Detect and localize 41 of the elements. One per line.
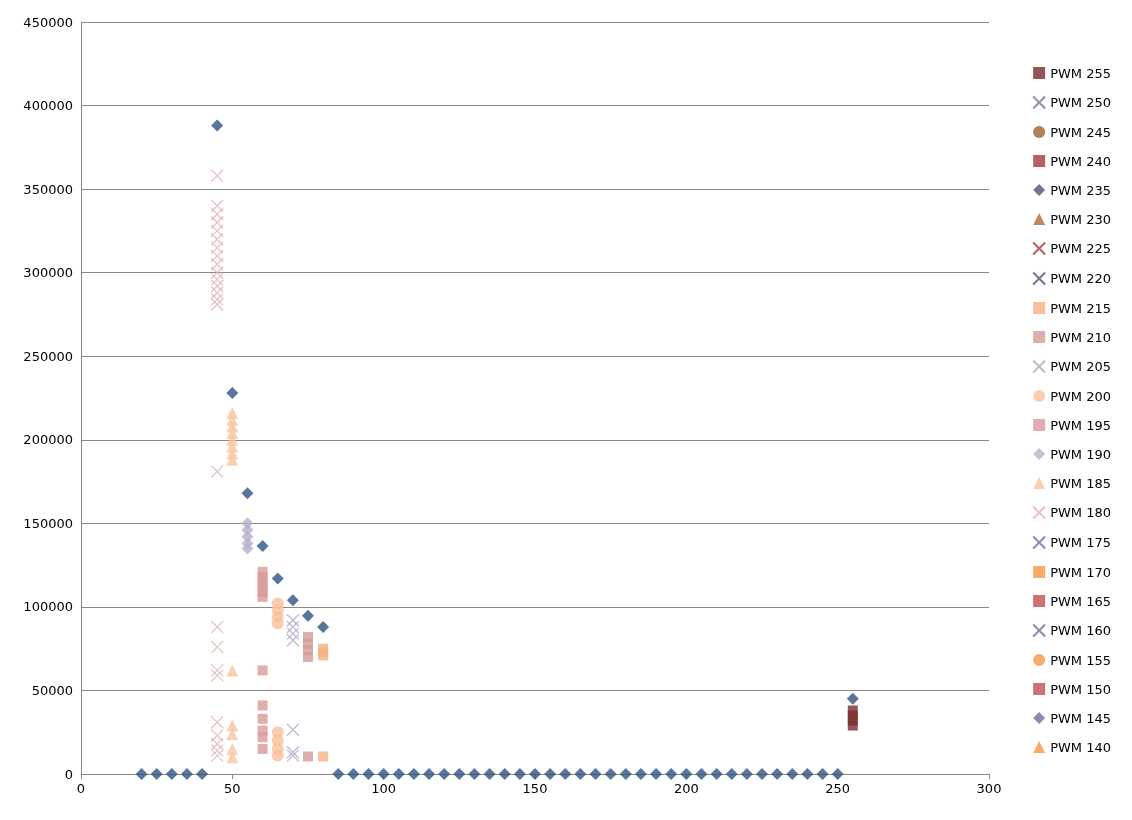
- legend-label: PWM 225: [1050, 241, 1111, 256]
- legend-label: PWM 180: [1050, 505, 1111, 520]
- x-tick-label: 50: [224, 781, 241, 796]
- legend-label: PWM 230: [1050, 211, 1111, 227]
- legend-label: PWM 210: [1050, 329, 1111, 345]
- legend-label: PWM 170: [1050, 564, 1111, 580]
- legend-label: PWM 165: [1050, 593, 1111, 609]
- y-tick-label: 150000: [23, 515, 73, 531]
- legend-label: PWM 185: [1050, 475, 1111, 491]
- y-tick-label: 0: [64, 766, 73, 782]
- legend-label: PWM 150: [1050, 681, 1111, 697]
- x-tick-label: 100: [371, 781, 397, 796]
- y-tick-label: 100000: [23, 599, 73, 615]
- legend-label: PWM 235: [1050, 182, 1111, 198]
- y-tick-label: 50000: [31, 682, 73, 698]
- y-tick-label: 400000: [23, 98, 73, 114]
- legend-label: PWM 190: [1050, 446, 1111, 462]
- y-tick-label: 450000: [23, 14, 73, 30]
- legend-label: PWM 155: [1050, 652, 1111, 668]
- legend-label: PWM 195: [1050, 417, 1111, 433]
- y-tick-label: 350000: [23, 181, 73, 197]
- legend-label: PWM 245: [1050, 124, 1111, 140]
- legend-label: PWM 215: [1050, 300, 1111, 316]
- legend-label: PWM 145: [1050, 710, 1111, 726]
- y-tick-label: 200000: [23, 432, 73, 448]
- x-tick-label: 0: [76, 781, 86, 796]
- legend-label: PWM 160: [1050, 623, 1111, 638]
- legend-label: PWM 255: [1050, 65, 1111, 81]
- legend-label: PWM 250: [1050, 95, 1111, 110]
- y-tick-label: 250000: [23, 348, 73, 364]
- x-tick-label: 250: [825, 781, 851, 796]
- x-tick-label: 150: [522, 781, 548, 796]
- legend-label: PWM 240: [1050, 153, 1111, 169]
- legend-label: PWM 205: [1050, 359, 1111, 374]
- legend-label: PWM 220: [1050, 271, 1111, 286]
- legend-label: PWM 175: [1050, 535, 1111, 550]
- x-tick-label: 300: [976, 781, 1002, 796]
- legend-label: PWM 140: [1050, 739, 1111, 755]
- x-tick-label: 200: [673, 781, 699, 796]
- legend-label: PWM 200: [1050, 388, 1111, 404]
- y-tick-label: 300000: [23, 265, 73, 281]
